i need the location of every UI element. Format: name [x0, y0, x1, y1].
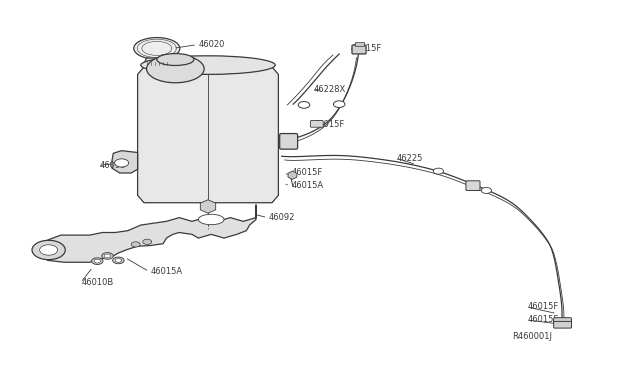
Text: 46015A: 46015A: [291, 182, 323, 190]
Ellipse shape: [141, 56, 275, 74]
Text: R460001J: R460001J: [512, 332, 552, 341]
Circle shape: [481, 187, 492, 193]
Circle shape: [143, 239, 152, 244]
Ellipse shape: [134, 38, 180, 59]
Circle shape: [115, 259, 122, 262]
Circle shape: [433, 168, 444, 174]
FancyBboxPatch shape: [466, 181, 480, 190]
Text: 46015F: 46015F: [314, 120, 345, 129]
Polygon shape: [38, 205, 256, 262]
Text: 46090: 46090: [99, 161, 125, 170]
Circle shape: [298, 102, 310, 108]
Ellipse shape: [157, 54, 194, 65]
Text: 46020: 46020: [198, 40, 225, 49]
Polygon shape: [288, 171, 297, 179]
Circle shape: [113, 257, 124, 264]
Polygon shape: [145, 58, 169, 62]
Circle shape: [32, 240, 65, 260]
Ellipse shape: [198, 214, 224, 225]
FancyBboxPatch shape: [554, 318, 572, 324]
FancyBboxPatch shape: [310, 121, 323, 127]
Text: 46225: 46225: [397, 154, 423, 163]
Text: 46015F: 46015F: [528, 315, 559, 324]
Polygon shape: [138, 67, 278, 203]
Circle shape: [131, 242, 140, 247]
Text: 46015F: 46015F: [528, 302, 559, 311]
Text: 46015F: 46015F: [351, 44, 382, 53]
FancyBboxPatch shape: [554, 321, 572, 328]
Circle shape: [102, 253, 113, 259]
FancyBboxPatch shape: [352, 45, 366, 54]
Text: 46010B: 46010B: [82, 278, 114, 287]
Polygon shape: [112, 151, 138, 173]
Circle shape: [40, 245, 58, 255]
Text: 46228X: 46228X: [314, 85, 346, 94]
Circle shape: [104, 254, 111, 258]
Circle shape: [94, 259, 100, 263]
Text: 46015A: 46015A: [150, 267, 182, 276]
FancyBboxPatch shape: [280, 134, 298, 149]
Circle shape: [115, 159, 129, 167]
Text: 46015F: 46015F: [291, 169, 323, 177]
Text: 46092: 46092: [269, 213, 295, 222]
Circle shape: [92, 258, 103, 264]
Polygon shape: [200, 200, 216, 213]
Ellipse shape: [147, 55, 204, 83]
FancyBboxPatch shape: [355, 42, 364, 46]
Circle shape: [333, 101, 345, 108]
